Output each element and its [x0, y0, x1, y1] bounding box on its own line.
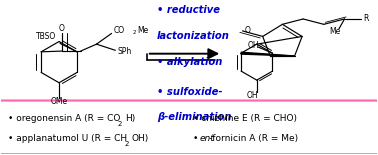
Text: -fornicin A (R = Me): -fornicin A (R = Me)	[209, 134, 298, 143]
Text: •: •	[193, 134, 201, 143]
Text: β-elimination: β-elimination	[157, 112, 231, 122]
Text: TBSO: TBSO	[36, 32, 56, 41]
Text: Me: Me	[330, 27, 341, 36]
Text: • oregonensin A (R = CO: • oregonensin A (R = CO	[8, 114, 121, 123]
Text: OH): OH)	[132, 134, 149, 143]
Text: H): H)	[125, 114, 135, 123]
Text: • alkylation: • alkylation	[157, 57, 222, 67]
Text: OH: OH	[246, 91, 258, 100]
Text: 2: 2	[133, 30, 136, 35]
Text: • reductive: • reductive	[157, 5, 220, 15]
Polygon shape	[241, 52, 294, 56]
Text: OH: OH	[248, 41, 259, 50]
Text: CO: CO	[113, 26, 125, 35]
Text: SPh: SPh	[117, 47, 132, 56]
Text: O: O	[59, 24, 65, 33]
Text: ent: ent	[199, 134, 214, 143]
Text: 2: 2	[124, 141, 129, 147]
Text: R: R	[363, 14, 369, 23]
Text: OMe: OMe	[51, 97, 68, 106]
Text: Me: Me	[137, 26, 149, 35]
Text: • chizhine E (R = CHO): • chizhine E (R = CHO)	[193, 114, 297, 123]
Text: • sulfoxide-: • sulfoxide-	[157, 87, 223, 97]
Text: • applanatumol U (R = CH: • applanatumol U (R = CH	[8, 134, 127, 143]
Text: lactonization: lactonization	[157, 31, 230, 41]
Text: O: O	[244, 26, 250, 35]
FancyBboxPatch shape	[0, 101, 378, 154]
Text: 2: 2	[118, 121, 122, 127]
